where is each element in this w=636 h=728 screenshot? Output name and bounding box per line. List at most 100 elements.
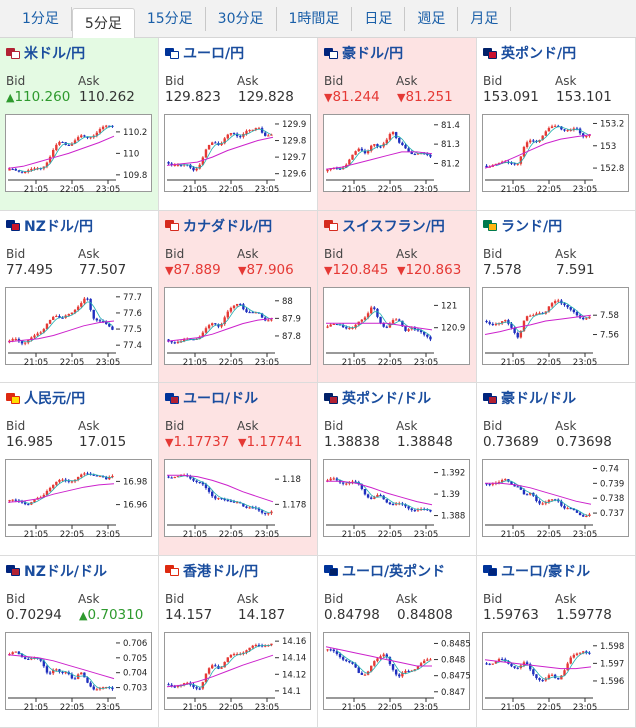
y-tick-label: 0.705 <box>123 653 147 663</box>
candle-body <box>80 672 83 674</box>
tab-2[interactable]: 15分足 <box>135 6 206 31</box>
x-tick-label: 22:05 <box>60 703 85 711</box>
tab-5[interactable]: 日足 <box>352 6 406 31</box>
mini-chart[interactable]: 14.16 14.14 14.12 14.1 21:05 22:05 23:05 <box>164 631 311 711</box>
candle-body <box>348 159 351 165</box>
candle-body <box>235 502 239 504</box>
x-tick-label: 22:05 <box>378 358 403 366</box>
mini-chart[interactable]: 121 120.9 21:05 22:05 23:05 <box>323 286 470 366</box>
tab-3[interactable]: 30分足 <box>206 6 277 31</box>
candle-body <box>30 168 33 171</box>
pair-title[interactable]: ユーロ/豪ドル <box>483 562 629 580</box>
tab-0[interactable]: 1分足 <box>10 6 72 31</box>
pair-title[interactable]: スイスフラン/円 <box>324 217 470 235</box>
x-tick-label: 21:05 <box>183 703 208 711</box>
candle-body <box>373 660 376 666</box>
mini-chart[interactable]: 110.2 110 109.8 21:05 22:05 23:05 <box>5 114 152 193</box>
candle-body <box>525 661 529 664</box>
rate-card[interactable]: NZドル/ドル Bid Ask 0.70294 ▲0.70310 0.706 0.… <box>0 555 159 728</box>
tab-6[interactable]: 週足 <box>405 6 459 31</box>
rate-card[interactable]: NZドル/円 Bid Ask 77.495 77.507 77.7 77.6 77.… <box>0 210 159 383</box>
candle-body <box>264 512 267 514</box>
y-tick-label: 120.9 <box>441 323 465 333</box>
candle-body <box>494 661 498 664</box>
candle-body <box>173 341 176 343</box>
mini-chart[interactable]: 129.9 129.8 129.7 129.6 21:05 22:05 23:05 <box>164 114 311 193</box>
pair-title[interactable]: ユーロ/円 <box>165 44 311 62</box>
ask-value: ▼1.17741 <box>238 434 303 450</box>
x-tick-label: 21:05 <box>24 530 49 538</box>
rate-card[interactable]: 英ポンド/円 Bid Ask 153.091 153.101 153.2 153 1… <box>477 38 636 211</box>
ma-short-line <box>336 650 431 674</box>
mini-chart[interactable]: 77.7 77.6 77.5 77.4 21:05 22:05 23:05 <box>5 286 152 366</box>
candle-body <box>488 663 491 665</box>
ma-long-line <box>166 136 274 166</box>
rate-card[interactable]: 豪ドル/ドル Bid Ask 0.73689 0.73698 0.74 0.739… <box>477 383 636 556</box>
candle-body <box>192 684 195 687</box>
pair-title[interactable]: 香港ドル/円 <box>165 562 311 580</box>
rate-card[interactable]: ユーロ/英ポンド Bid Ask 0.84798 0.84808 0.8485 0… <box>318 555 477 728</box>
rate-card[interactable]: 豪ドル/円 Bid Ask ▼81.244 ▼81.251 81.4 81.3 81… <box>318 38 477 211</box>
pair-title[interactable]: NZドル/ドル <box>6 562 152 580</box>
mini-chart[interactable]: 1.392 1.39 1.388 21:05 22:05 23:05 <box>323 459 470 538</box>
candle-body <box>204 149 208 158</box>
mini-chart[interactable]: 7.58 7.56 21:05 22:05 23:05 <box>482 286 629 366</box>
mini-chart[interactable]: 1.598 1.597 1.596 21:05 22:05 23:05 <box>482 631 629 711</box>
mini-chart[interactable]: 0.74 0.739 0.738 0.737 21:05 22:05 23:05 <box>482 459 629 538</box>
flag-icon <box>165 47 179 59</box>
rate-card[interactable]: ユーロ/ドル Bid Ask ▼1.17737 ▼1.17741 1.18 1.1… <box>159 383 318 556</box>
pair-title[interactable]: NZドル/円 <box>6 217 152 235</box>
candle-body <box>407 148 410 152</box>
candle-body <box>45 665 49 673</box>
rate-card[interactable]: ユーロ/豪ドル Bid Ask 1.59763 1.59778 1.598 1.5… <box>477 555 636 728</box>
candle-body <box>538 312 541 314</box>
mini-chart[interactable]: 81.4 81.3 81.2 21:05 22:05 23:05 <box>323 114 470 193</box>
pair-title[interactable]: 米ドル/円 <box>6 44 152 62</box>
rate-card[interactable]: 人民元/円 Bid Ask 16.985 17.015 16.98 16.96 21… <box>0 383 159 556</box>
ma-short-line <box>495 480 590 516</box>
tab-7[interactable]: 月足 <box>458 6 512 31</box>
candle-body <box>410 508 413 511</box>
rate-card[interactable]: スイスフラン/円 Bid Ask ▼120.845 ▼120.863 121 12… <box>318 210 477 383</box>
candle-body <box>529 492 532 495</box>
candle-body <box>525 315 529 321</box>
pair-title[interactable]: 英ポンド/円 <box>483 44 629 62</box>
mini-chart[interactable]: 1.18 1.178 21:05 22:05 23:05 <box>164 459 311 538</box>
pair-title[interactable]: ユーロ/英ポンド <box>324 562 470 580</box>
candle-body <box>14 499 17 501</box>
rate-card[interactable]: ユーロ/円 Bid Ask 129.823 129.828 129.9 129.8… <box>159 38 318 211</box>
rate-card[interactable]: カナダドル/円 Bid Ask ▼87.889 ▼87.906 88 87.9 87… <box>159 210 318 383</box>
candle-body <box>257 644 261 646</box>
pair-name: ランド/円 <box>501 218 563 235</box>
candle-body <box>429 336 432 339</box>
ask-label: Ask <box>396 246 418 261</box>
candle-body <box>67 144 70 146</box>
pair-title[interactable]: 英ポンド/ドル <box>324 389 470 407</box>
candle-body <box>357 666 360 673</box>
rate-card[interactable]: 香港ドル/円 Bid Ask 14.157 14.187 14.16 14.14 1… <box>159 555 318 728</box>
rate-card[interactable]: 英ポンド/ドル Bid Ask 1.38838 1.38848 1.392 1.3… <box>318 383 477 556</box>
candle-body <box>572 654 576 658</box>
candle-body <box>226 500 229 502</box>
tab-1[interactable]: 5分足 <box>71 7 135 38</box>
pair-title[interactable]: ユーロ/ドル <box>165 389 311 407</box>
tab-4[interactable]: 1時間足 <box>277 6 353 31</box>
mini-chart[interactable]: 88 87.9 87.8 21:05 22:05 23:05 <box>164 286 311 366</box>
mini-chart[interactable]: 0.706 0.705 0.704 0.703 21:05 22:05 23:05 <box>5 631 152 711</box>
mini-chart[interactable]: 153.2 153 152.8 21:05 22:05 23:05 <box>482 114 629 193</box>
pair-title[interactable]: ランド/円 <box>483 217 629 235</box>
pair-title[interactable]: 豪ドル/ドル <box>483 389 629 407</box>
candle-body <box>398 137 401 143</box>
flag-icon <box>6 392 20 404</box>
mini-chart[interactable]: 0.8485 0.848 0.8475 0.847 21:05 22:05 23:05 <box>323 631 471 711</box>
x-tick-label: 21:05 <box>183 530 208 538</box>
pair-title[interactable]: 人民元/円 <box>6 389 152 407</box>
candle-body <box>55 315 58 317</box>
pair-title[interactable]: 豪ドル/円 <box>324 44 470 62</box>
pair-title[interactable]: カナダドル/円 <box>165 217 311 235</box>
candle-body <box>516 486 519 488</box>
rate-card[interactable]: 米ドル/円 Bid Ask ▲110.260 110.262 110.2 110 1… <box>0 38 159 211</box>
rate-card[interactable]: ランド/円 Bid Ask 7.578 7.591 7.58 7.56 21:05 2… <box>477 210 636 383</box>
mini-chart[interactable]: 16.98 16.96 21:05 22:05 23:05 <box>5 459 152 538</box>
candle-body <box>198 482 201 484</box>
